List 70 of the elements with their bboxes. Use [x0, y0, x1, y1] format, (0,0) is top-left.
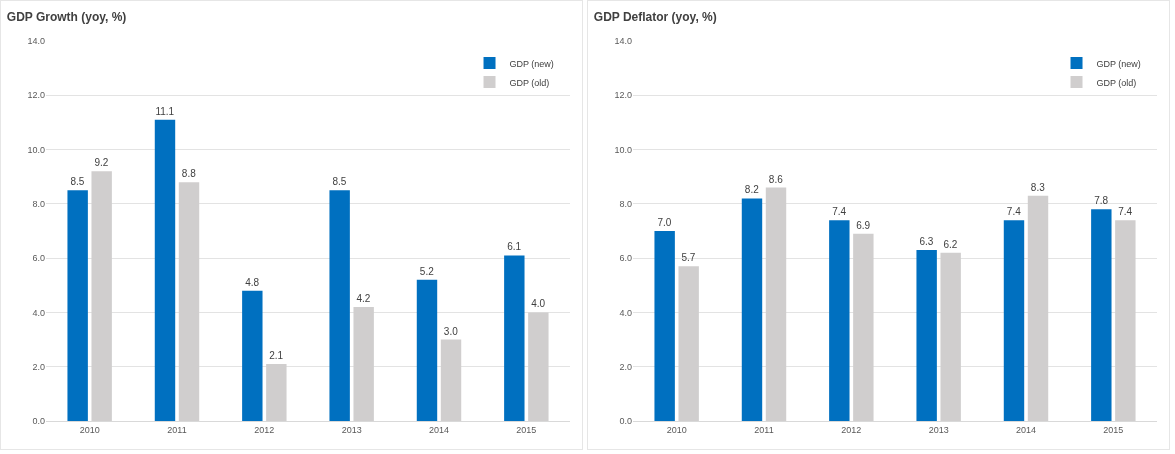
x-tick-label: 2015 [1103, 424, 1124, 435]
legend-label: GDP (old) [509, 77, 550, 88]
x-tick-label: 2015 [516, 424, 537, 435]
legend-label: GDP (new) [1096, 58, 1141, 69]
x-tick-label: 2011 [167, 424, 187, 435]
y-tick-label: 12.0 [614, 90, 632, 101]
data-label: 8.8 [181, 168, 197, 180]
x-tick-label: 2013 [341, 424, 362, 435]
data-label: 9.2 [94, 157, 109, 169]
bar [741, 198, 763, 421]
legend-label: GDP (old) [1096, 77, 1137, 88]
data-label: 2.1 [269, 350, 284, 361]
bar [1091, 209, 1112, 421]
data-label: 6.9 [856, 219, 871, 231]
data-label: 7.4 [1006, 206, 1022, 218]
y-tick-label: 2.0 [619, 361, 632, 372]
y-tick-label: 0.0 [619, 416, 632, 427]
y-tick-label: 0.0 [32, 416, 45, 427]
data-label: 11.1 [155, 105, 175, 117]
x-tick-label: 2011 [754, 424, 774, 435]
bar [916, 250, 937, 421]
data-label: 4.0 [531, 298, 546, 310]
data-label: 8.5 [70, 176, 85, 188]
x-tick-label: 2012 [841, 424, 862, 435]
y-tick-label: 4.0 [619, 307, 632, 318]
data-label: 7.4 [832, 206, 847, 218]
legend-label: GDP (new) [509, 58, 554, 69]
data-label: 6.3 [919, 236, 934, 247]
y-tick-label: 8.0 [619, 199, 632, 210]
x-tick-label: 2012 [254, 424, 275, 435]
x-tick-label: 2013 [928, 424, 949, 435]
data-label: 5.7 [681, 252, 696, 264]
data-label: 6.2 [943, 238, 958, 250]
data-label: 4.2 [356, 293, 371, 304]
data-label: 6.1 [507, 241, 522, 253]
y-tick-label: 6.0 [619, 253, 632, 264]
data-label: 3.0 [443, 325, 459, 337]
bar [67, 190, 88, 421]
data-label: 8.6 [768, 173, 784, 185]
y-tick-label: 6.0 [32, 253, 45, 264]
y-tick-label: 14.0 [614, 36, 632, 47]
x-tick-label: 2014 [1015, 424, 1037, 435]
chart-title: GDP Growth (yoy, %) [6, 9, 127, 24]
x-tick-label: 2010 [79, 424, 100, 435]
bar [829, 220, 850, 421]
y-tick-label: 12.0 [27, 90, 45, 101]
data-label: 7.0 [657, 217, 672, 228]
bar [654, 231, 675, 421]
data-label: 7.8 [1094, 195, 1109, 207]
x-tick-label: 2014 [428, 424, 450, 435]
data-label: 8.5 [332, 176, 347, 188]
data-label: 5.2 [419, 265, 435, 277]
y-tick-label: 4.0 [32, 307, 45, 318]
y-tick-label: 14.0 [27, 36, 45, 47]
y-tick-label: 10.0 [27, 144, 45, 155]
data-label: 8.2 [744, 184, 760, 196]
y-tick-label: 8.0 [32, 199, 45, 210]
bar [154, 119, 176, 421]
bar [1003, 220, 1025, 421]
data-label: 4.8 [245, 276, 260, 288]
chart-title: GDP Deflator (yoy, %) [593, 9, 717, 24]
data-label: 7.4 [1118, 206, 1133, 218]
bar [242, 290, 263, 421]
y-tick-label: 10.0 [614, 144, 632, 155]
bar [416, 279, 438, 421]
bar [329, 190, 350, 421]
x-tick-label: 2010 [666, 424, 687, 435]
y-tick-label: 2.0 [32, 361, 45, 372]
data-label: 8.3 [1030, 181, 1046, 193]
bar [504, 255, 525, 421]
